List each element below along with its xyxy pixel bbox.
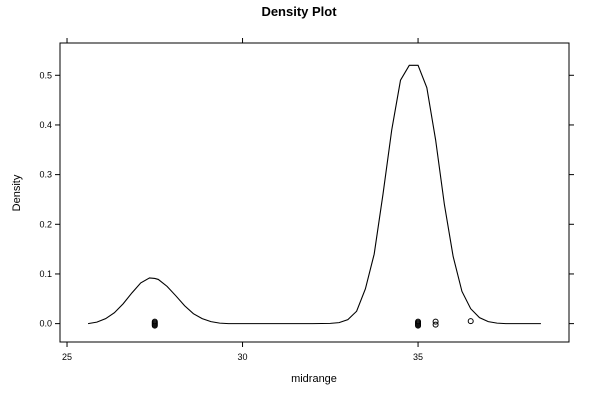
rug-point: [151, 318, 158, 325]
y-tick-label: 0.2: [39, 219, 52, 229]
y-tick-label: 0.1: [39, 269, 52, 279]
y-tick-label: 0.5: [39, 70, 52, 80]
rug-layer: [151, 318, 474, 329]
plot-frame: [59, 42, 570, 343]
y-axis: 0.0 0.1 0.2 0.3 0.4 0.5: [39, 70, 574, 329]
rug-point: [432, 321, 439, 328]
x-axis-label: midrange: [291, 373, 337, 385]
y-tick-label: 0.3: [39, 170, 52, 180]
x-tick-label: 30: [238, 352, 248, 362]
x-axis: 25 30 35: [62, 38, 423, 362]
x-tick-label: 35: [413, 352, 423, 362]
x-tick-label: 25: [62, 352, 72, 362]
rug-point: [415, 318, 422, 325]
chart-title: Density Plot: [261, 4, 337, 19]
y-tick-label: 0.4: [39, 120, 52, 130]
y-axis-label: Density: [11, 174, 23, 211]
series-layer: [87, 64, 541, 325]
rug-point: [467, 318, 474, 325]
y-tick-label: 0.0: [39, 319, 52, 329]
rug-point: [432, 318, 439, 325]
density-line: [87, 64, 541, 325]
